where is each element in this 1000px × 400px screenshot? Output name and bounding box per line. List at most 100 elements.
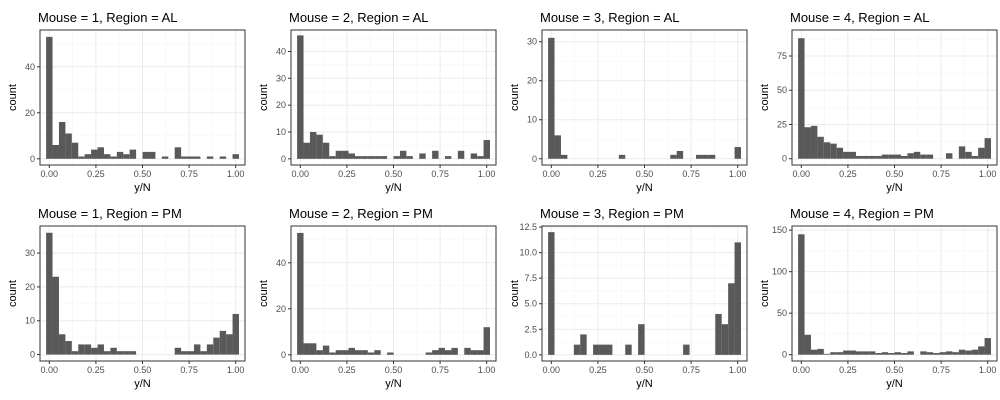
histogram-bar [470,153,478,159]
histogram-bar [387,352,394,355]
histogram-bar [470,350,478,355]
histogram-bar [329,156,336,159]
histogram-bar [593,344,600,355]
y-tick-label: 50 [777,85,787,95]
x-tick-label: 0.75 [932,365,950,375]
y-tick-label: 7.5 [524,273,537,283]
histogram-bar [734,147,741,159]
x-tick-label: 0.00 [292,365,310,375]
x-axis-title: y/N [134,378,151,390]
histogram-bar [721,324,729,355]
y-axis-title: count [759,84,771,111]
facet-title: Mouse = 2, Region = PM [289,206,433,221]
histogram-bar [888,154,895,159]
x-tick-label: 0.50 [134,365,152,375]
histogram-bar [638,324,645,355]
histogram-bar [342,350,349,355]
histogram-bar [65,341,72,355]
histogram-bar [875,155,882,159]
histogram-bar [213,337,220,355]
histogram-bar [444,156,452,159]
x-tick-label: 0.75 [682,169,700,179]
histogram-bar [46,232,53,355]
histogram-bar [97,344,104,355]
histogram-bar [206,156,214,159]
histogram-bar [187,156,194,159]
histogram-bar [913,151,921,159]
histogram-bar [939,352,946,355]
histogram-bar [798,38,805,159]
x-tick-label: 1.00 [979,365,997,375]
x-tick-label: 0.25 [338,365,356,375]
y-axis-title: count [509,84,521,111]
y-axis-title: count [7,280,19,307]
histogram-bar [374,350,381,355]
histogram-bar [875,353,882,355]
histogram-bar [110,347,117,355]
facet-panel: Mouse = 2, Region = AL 0.00 0.25 0.50 0.75 1.… [258,10,497,194]
facet-panel: Mouse = 2, Region = PM 0.00 0.25 0.50 0.75 1.… [258,206,497,390]
histogram-bar [855,351,863,355]
histogram-bar [374,156,381,159]
y-tick-label: 30 [527,37,537,47]
histogram-bar [103,154,111,159]
histogram-bar [78,156,85,159]
histogram-bar [52,276,59,355]
histogram-bar [142,151,149,159]
y-tick-label: 30 [276,73,286,83]
histogram-bar [297,35,304,159]
histogram-bar [798,234,805,355]
histogram-bar [830,352,837,355]
histogram-bar [226,334,233,355]
facet-panel: Mouse = 3, Region = PM 0.00 0.25 0.50 0.75 1.… [509,206,748,390]
x-tick-label: 0.25 [87,365,105,375]
histogram-bar [477,350,484,355]
y-tick-label: 10.0 [519,248,537,258]
histogram-bar [432,350,439,355]
x-tick-label: 0.25 [87,169,105,179]
histogram-bar [361,350,368,355]
y-axis-title: count [759,280,771,307]
histogram-bar [894,352,901,355]
x-tick-label: 0.50 [886,169,904,179]
y-tick-label: 20 [276,100,286,110]
histogram-bar [432,150,439,159]
histogram-bar [335,350,343,355]
x-tick-label: 0.50 [636,365,654,375]
histogram-bar [161,156,169,159]
histogram-bar [862,351,869,355]
histogram-bar [322,142,330,159]
histogram-bar [438,347,445,355]
histogram-bar [297,232,304,355]
histogram-bar [335,150,343,159]
histogram-bar [958,349,966,355]
histogram-bar [316,134,323,159]
histogram-bar [978,346,985,355]
histogram-bar [695,154,703,159]
histogram-bar [322,345,330,355]
histogram-bar [817,136,824,159]
histogram-bar [232,154,239,159]
y-tick-label: 25 [777,119,787,129]
histogram-bar [548,37,555,159]
histogram-bar [46,36,53,159]
histogram-bar [868,155,876,159]
histogram-bar [425,352,433,355]
histogram-bar [926,352,934,355]
x-tick-label: 0.25 [589,365,607,375]
histogram-bar [849,151,856,159]
histogram-bar [843,151,850,159]
histogram-bar [342,150,349,159]
histogram-bar [823,142,831,159]
x-axis-title: y/N [385,182,402,194]
histogram-bar [380,156,388,159]
histogram-bar [309,343,317,355]
histogram-bar [303,142,310,159]
x-tick-label: 0.75 [932,169,950,179]
histogram-bar [84,344,92,355]
histogram-bar [573,344,581,355]
histogram-bar [406,156,413,159]
y-tick-label: 100 [772,267,787,277]
histogram-bar [348,347,355,355]
